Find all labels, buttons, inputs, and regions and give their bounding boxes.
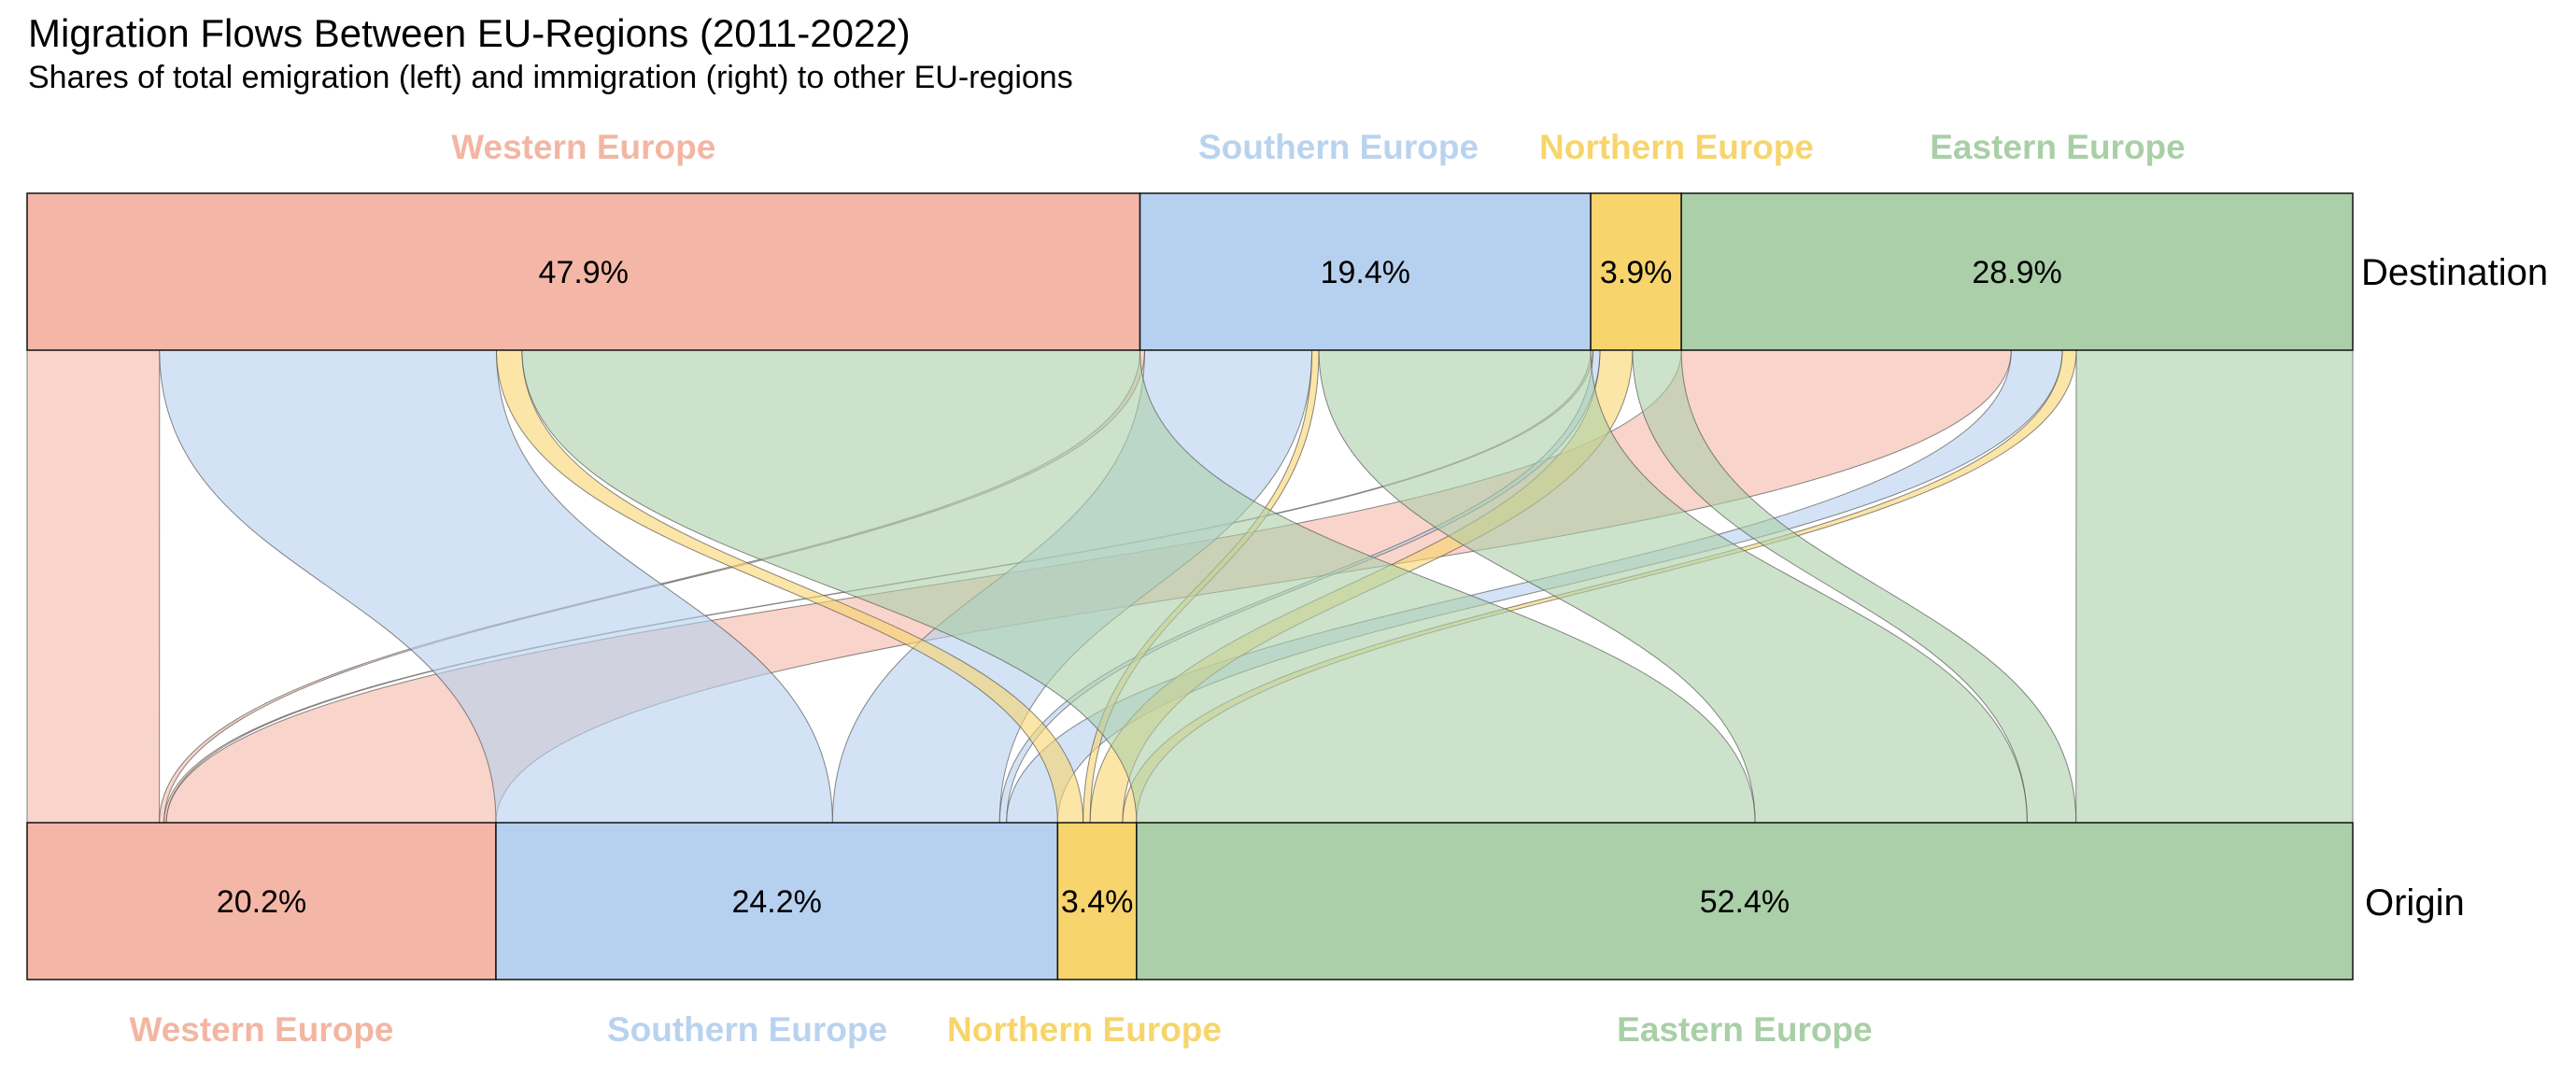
destination-region-label-western-europe: Western Europe bbox=[451, 128, 715, 166]
flow-eastern-europe-to-eastern-europe bbox=[2075, 349, 2354, 824]
origin-region-label-southern-europe: Southern Europe bbox=[607, 1010, 887, 1049]
destination-region-label-southern-europe: Southern Europe bbox=[1198, 128, 1479, 166]
flow-layer bbox=[26, 349, 2354, 824]
origin-region-label-western-europe: Western Europe bbox=[129, 1010, 393, 1049]
origin-share-label-eastern-europe: 52.4% bbox=[1700, 884, 1790, 920]
destination-share-label-northern-europe: 3.9% bbox=[1600, 255, 1673, 290]
flow-western-europe-to-western-europe bbox=[26, 349, 161, 824]
destination-bar-southern-europe bbox=[1139, 192, 1592, 351]
origin-bar-southern-europe bbox=[495, 822, 1059, 980]
origin-region-label-eastern-europe: Eastern Europe bbox=[1617, 1010, 1872, 1049]
chart-title: Migration Flows Between EU-Regions (2011… bbox=[28, 11, 911, 55]
origin-share-label-northern-europe: 3.4% bbox=[1061, 884, 1134, 920]
destination-bar-western-europe bbox=[26, 192, 1141, 351]
bar-layer bbox=[26, 192, 2354, 980]
origin-bar-eastern-europe bbox=[1136, 822, 2354, 980]
destination-share-label-southern-europe: 19.4% bbox=[1321, 255, 1410, 290]
origin-bar-northern-europe bbox=[1056, 822, 1138, 980]
destination-share-label-western-europe: 47.9% bbox=[539, 255, 629, 290]
destination-bar-northern-europe bbox=[1590, 192, 1682, 351]
destination-region-label-eastern-europe: Eastern Europe bbox=[1930, 128, 2185, 166]
destination-bar-eastern-europe bbox=[1680, 192, 2354, 351]
origin-share-label-western-europe: 20.2% bbox=[217, 884, 306, 920]
label-layer: 47.9% Western Europe 19.4% Southern Europe 3… bbox=[129, 128, 2185, 1049]
origin-axis-label: Origin bbox=[2365, 882, 2465, 924]
chart-subtitle: Shares of total emigration (left) and im… bbox=[28, 60, 1073, 95]
destination-share-label-eastern-europe: 28.9% bbox=[1972, 255, 2061, 290]
destination-region-label-northern-europe: Northern Europe bbox=[1539, 128, 1814, 166]
destination-axis-label: Destination bbox=[2361, 252, 2548, 293]
origin-region-label-northern-europe: Northern Europe bbox=[947, 1010, 1222, 1049]
origin-share-label-southern-europe: 24.2% bbox=[731, 884, 821, 920]
origin-bar-western-europe bbox=[26, 822, 497, 980]
